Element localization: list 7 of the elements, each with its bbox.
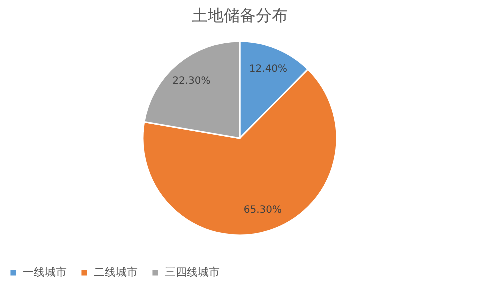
data-label: 22.30%: [172, 76, 211, 88]
legend-label: 三四线城市: [165, 266, 220, 279]
data-label: 12.40%: [249, 64, 288, 76]
legend-label: 一线城市: [23, 266, 67, 279]
chart-title: 土地储备分布: [192, 6, 288, 25]
legend-label: 二线城市: [94, 266, 138, 279]
data-label: 65.30%: [244, 204, 282, 216]
